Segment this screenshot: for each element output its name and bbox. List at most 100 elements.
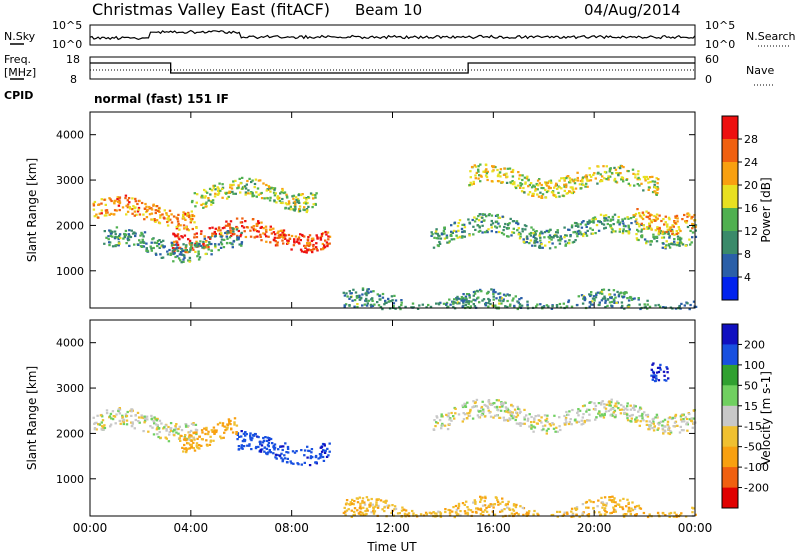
power-cell: [269, 196, 272, 199]
power-cell: [688, 238, 691, 241]
power-cell: [490, 226, 493, 229]
power-cell: [620, 165, 624, 168]
vel-cell: [530, 424, 533, 427]
power-cell: [257, 193, 260, 196]
vel-cell: [170, 429, 173, 432]
power-cell: [647, 188, 650, 191]
power-cell: [196, 255, 199, 258]
power-cell: [636, 208, 639, 211]
vel-cell: [612, 411, 616, 414]
vel-cell: [532, 420, 536, 423]
power-cell: [378, 298, 381, 301]
power-cell: [118, 209, 121, 212]
power-cell: [578, 183, 582, 186]
vel-cell: [530, 415, 533, 419]
power-cell: [282, 229, 286, 232]
power-cell: [249, 235, 253, 238]
power-cell: [537, 195, 541, 198]
power-cell: [504, 222, 507, 226]
power-cell: [137, 208, 140, 211]
vel-cell: [521, 506, 525, 509]
power-cell: [453, 301, 456, 304]
vel-cell: [602, 503, 605, 506]
power-cell: [352, 288, 355, 291]
power-cell: [161, 256, 165, 259]
power-cell: [434, 232, 437, 235]
vel-cell: [351, 498, 354, 501]
power-cell: [198, 256, 202, 259]
vel-cell: [157, 435, 160, 439]
power-cell: [461, 305, 464, 308]
power-cell: [176, 233, 180, 236]
power-cell: [195, 242, 199, 245]
vel-cell: [648, 428, 651, 431]
vel-cell: [365, 512, 368, 516]
power-cell: [272, 227, 275, 230]
power-cell: [518, 231, 521, 234]
vel-cell: [612, 508, 616, 511]
vel-cell: [586, 408, 589, 411]
power-cell: [684, 244, 687, 247]
power-cell: [531, 244, 534, 247]
vel-cell: [236, 433, 239, 436]
power-cell: [494, 166, 497, 169]
vel-cell: [618, 408, 622, 411]
vel-cell: [114, 422, 117, 425]
power-cell: [212, 232, 216, 235]
power-cell: [365, 297, 368, 300]
colorbar-tick-label: 100: [744, 359, 765, 372]
power-cell: [195, 236, 199, 239]
power-cell: [588, 167, 591, 170]
power-cell: [177, 236, 180, 239]
power-cell: [462, 293, 465, 296]
power-cell: [654, 216, 658, 219]
vel-cell: [436, 422, 439, 425]
vel-cell: [362, 506, 365, 509]
power-cell: [197, 244, 200, 247]
power-cell: [560, 177, 563, 180]
vel-cell: [103, 426, 107, 430]
vel-cell: [146, 418, 149, 421]
vel-cell: [212, 426, 216, 429]
power-cell: [667, 232, 670, 235]
vel-cell: [365, 496, 369, 499]
vel-cell: [482, 510, 485, 514]
power-cell: [575, 222, 578, 225]
power-cell: [300, 250, 304, 253]
vel-cell: [326, 447, 329, 450]
power-cell: [545, 184, 549, 187]
power-cell: [619, 291, 623, 294]
power-cell: [115, 209, 118, 212]
power-cell: [557, 191, 560, 194]
vel-cell: [525, 511, 529, 514]
power-cell: [563, 189, 566, 192]
power-cell: [529, 182, 533, 185]
power-cell: [540, 230, 543, 233]
power-cell: [193, 233, 196, 236]
vel-cell: [358, 512, 361, 515]
power-cell: [592, 221, 595, 224]
power-cell: [461, 235, 464, 238]
vel-cell: [140, 416, 143, 419]
power-cell: [227, 191, 231, 194]
vel-cell: [175, 428, 178, 431]
vel-cell: [582, 422, 585, 425]
power-cell: [244, 220, 247, 223]
power-cell: [678, 244, 681, 247]
power-cell: [658, 214, 661, 217]
power-cell: [145, 210, 148, 214]
vel-cell: [532, 430, 535, 433]
power-cell: [483, 170, 487, 173]
power-cell: [666, 228, 669, 231]
power-cell: [504, 305, 507, 308]
vel-cell: [189, 446, 193, 449]
power-cell: [235, 217, 239, 220]
power-cell: [688, 213, 691, 216]
power-cell: [508, 167, 512, 170]
vel-cell: [366, 509, 369, 512]
power-cell: [529, 239, 533, 242]
power-cell: [232, 180, 235, 183]
power-cell: [548, 247, 552, 250]
vel-cell: [630, 417, 633, 420]
vel-cell: [533, 509, 536, 513]
